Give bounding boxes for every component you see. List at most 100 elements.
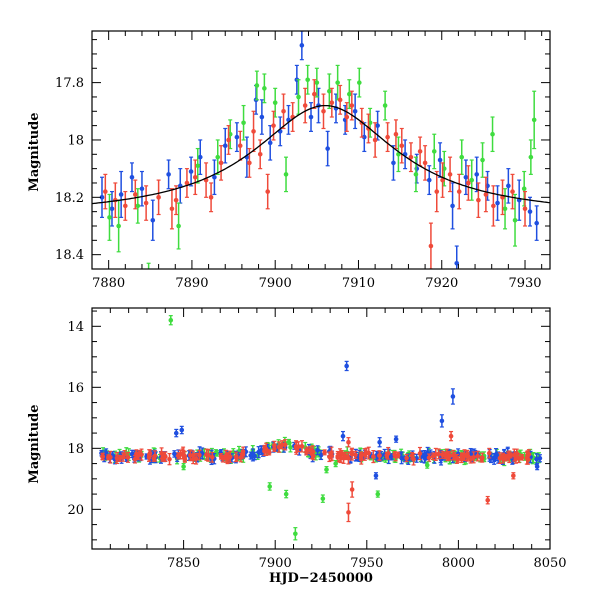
data-point <box>480 455 485 460</box>
data-point <box>315 447 320 453</box>
blue-point <box>256 446 261 459</box>
data-point <box>465 453 471 459</box>
blue-outlier <box>393 435 399 443</box>
data-point <box>212 174 217 180</box>
red-point <box>197 449 202 461</box>
data-point <box>279 442 285 448</box>
blue-point <box>450 182 455 230</box>
blue-point <box>414 153 420 184</box>
blue-point <box>248 451 253 460</box>
blue-point <box>318 449 324 461</box>
data-point <box>393 131 399 137</box>
blue-outlier <box>179 425 185 435</box>
green-point <box>480 142 485 178</box>
blue-point <box>506 168 511 204</box>
red-point <box>510 173 515 210</box>
data-point <box>107 215 112 220</box>
red-point <box>156 179 161 216</box>
red-point <box>514 448 520 459</box>
red-point <box>436 448 441 460</box>
plot-area <box>92 31 550 269</box>
bottom-xlabel: HJD−2450000 <box>269 571 373 586</box>
data-point <box>346 455 351 461</box>
red-point <box>299 440 305 453</box>
blue-point <box>491 452 497 463</box>
data-point <box>491 203 496 209</box>
green-point <box>195 147 201 184</box>
x-tick-label: 7950 <box>350 556 383 571</box>
data-point <box>491 455 497 460</box>
data-point <box>256 449 261 455</box>
data-point <box>283 172 289 177</box>
data-point <box>173 197 179 203</box>
blue-point <box>299 31 305 61</box>
green-point <box>288 442 293 453</box>
data-point <box>146 455 152 460</box>
y-tick-label: 14 <box>67 320 84 335</box>
red-point <box>279 440 285 450</box>
red-point <box>167 453 172 466</box>
data-point <box>180 451 185 457</box>
blue-point <box>197 139 203 175</box>
data-point <box>456 189 462 194</box>
red-point <box>349 448 354 457</box>
data-point <box>362 134 367 140</box>
blue-point <box>259 99 265 135</box>
data-point <box>430 453 436 459</box>
data-point <box>321 108 326 114</box>
data-point <box>271 123 276 128</box>
x-tick-label: 8000 <box>442 556 475 571</box>
red-point <box>125 451 131 463</box>
data-point <box>424 462 430 468</box>
red-point <box>428 222 434 269</box>
blue-point <box>422 449 427 459</box>
blue-point <box>333 93 339 124</box>
red-point <box>218 145 224 181</box>
data-point <box>442 453 448 458</box>
data-point <box>257 152 263 157</box>
data-point <box>440 177 445 183</box>
green-point <box>283 156 289 193</box>
data-point <box>150 217 156 223</box>
data-point <box>209 454 215 460</box>
red-point <box>447 156 453 193</box>
blue-point <box>325 130 330 167</box>
data-point <box>181 464 186 469</box>
red-point <box>192 159 198 196</box>
red-point <box>312 79 317 110</box>
data-point <box>320 496 326 501</box>
data-point <box>459 457 464 462</box>
red-point <box>346 451 351 465</box>
red-point <box>409 452 415 460</box>
data-point <box>414 166 420 171</box>
data-point <box>190 453 196 458</box>
red-point <box>344 102 350 132</box>
data-point <box>226 137 231 143</box>
x-tick-label: 7900 <box>259 556 292 571</box>
blue-outlier <box>534 462 540 471</box>
data-point <box>524 455 530 461</box>
blue-point <box>222 127 228 164</box>
data-point <box>318 452 324 458</box>
red-point <box>190 450 196 461</box>
data-point <box>188 169 194 174</box>
data-point <box>426 177 432 183</box>
green-point <box>241 104 246 141</box>
green-point <box>490 116 495 153</box>
data-point <box>327 88 332 94</box>
data-point <box>166 172 171 177</box>
data-point <box>506 183 511 189</box>
red-point <box>337 448 343 458</box>
data-point <box>123 203 128 209</box>
red-point <box>426 453 432 462</box>
blue-outlier <box>373 472 379 480</box>
red-point <box>372 122 378 158</box>
red-point <box>385 122 390 153</box>
data-point <box>476 197 481 203</box>
data-point <box>100 454 106 459</box>
red-outlier <box>349 481 355 498</box>
data-point <box>179 427 185 433</box>
data-point <box>372 137 378 143</box>
data-point <box>106 455 111 460</box>
red-point <box>296 441 301 453</box>
